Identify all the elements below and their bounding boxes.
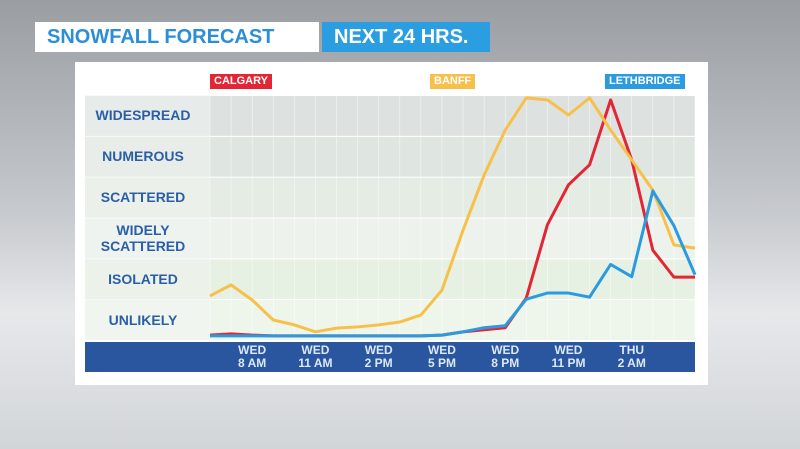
- legend-label: LETHBRIDGE: [605, 74, 685, 89]
- x-tick-label: WED 8 PM: [491, 343, 520, 370]
- label-column: [85, 95, 210, 340]
- y-tick-label: WIDESPREAD: [95, 107, 191, 124]
- x-tick-label: WED 8 AM: [238, 343, 267, 370]
- y-tick-label: NUMEROUS: [102, 148, 184, 165]
- legend-label: CALGARY: [210, 74, 272, 89]
- x-tick-label: THU 2 AM: [617, 343, 646, 370]
- x-tick-label: WED 5 PM: [427, 343, 456, 370]
- y-tick-label: WIDELY SCATTERED: [100, 221, 186, 254]
- subtitle: NEXT 24 HRS.: [322, 22, 490, 52]
- x-tick-label: WED 2 PM: [364, 343, 393, 370]
- y-tick-label: UNLIKELY: [108, 311, 178, 328]
- x-tick-label: WED 11 PM: [551, 343, 586, 370]
- y-tick-label: ISOLATED: [108, 270, 178, 287]
- y-tick-label: SCATTERED: [100, 189, 186, 206]
- x-axis-band: [85, 342, 695, 372]
- title: SNOWFALL FORECAST: [35, 22, 319, 52]
- legend-label: BANFF: [430, 74, 476, 89]
- series-line: [209, 96, 696, 334]
- x-tick-label: WED 11 AM: [298, 343, 333, 370]
- series-line: [210, 189, 697, 338]
